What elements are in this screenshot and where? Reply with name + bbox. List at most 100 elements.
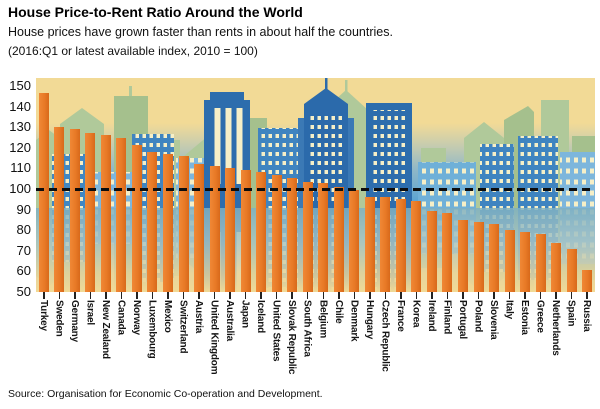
x-tick <box>43 292 45 299</box>
y-label: 140 <box>9 98 31 114</box>
x-tick <box>151 292 154 299</box>
x-label: Denmark <box>348 300 360 342</box>
y-label: 150 <box>9 78 31 93</box>
x-tick <box>462 292 464 299</box>
x-label: Czech Republic <box>379 300 391 372</box>
x-tick <box>539 292 542 299</box>
x-tick <box>213 292 216 299</box>
y-label: 110 <box>10 160 31 176</box>
bar-mexico <box>162 153 173 292</box>
y-label: 60 <box>16 263 31 279</box>
chart-units-note: (2016:Q1 or latest available index, 2010… <box>8 44 258 58</box>
bar-south-africa <box>302 181 313 292</box>
bar-czech-republic <box>380 197 391 292</box>
bar-belgium <box>318 182 329 292</box>
chart-title: House Price-to-Rent Ratio Around the Wor… <box>8 4 303 20</box>
x-label: Spain <box>565 300 577 327</box>
x-label: Italy <box>503 300 515 320</box>
x-label: Finland <box>441 300 453 335</box>
x-tick <box>229 292 231 299</box>
x-label: South Africa <box>301 300 313 357</box>
x-label: Netherlands <box>550 300 562 356</box>
bar-austria <box>194 164 205 292</box>
x-label: Russia <box>581 300 593 332</box>
x-tick <box>508 292 511 299</box>
x-tick <box>524 292 526 299</box>
x-label: Korea <box>410 300 422 328</box>
x-tick <box>58 292 61 299</box>
chart-subtitle: House prices have grown faster than rent… <box>8 25 393 39</box>
x-label: Portugal <box>457 300 468 339</box>
x-label: Slovenia <box>488 300 500 340</box>
x-tick <box>105 292 107 299</box>
x-label: Israel <box>84 300 96 325</box>
x-label: Canada <box>115 300 127 335</box>
x-label: Sweden <box>53 300 65 337</box>
bar-spain <box>566 248 577 292</box>
bar-canada <box>116 137 127 292</box>
x-label: Germany <box>68 300 80 342</box>
x-label: Luxembourg <box>146 300 158 359</box>
bar-norway <box>131 144 142 292</box>
bar-estonia <box>520 232 531 292</box>
bar-turkey <box>38 93 49 292</box>
reference-line-100 <box>36 187 595 191</box>
x-tick <box>446 292 449 299</box>
bar-united-states <box>271 174 282 292</box>
bar-australia <box>225 168 236 292</box>
x-tick <box>415 292 418 299</box>
x-label: Poland <box>472 300 484 333</box>
x-tick <box>477 292 480 299</box>
bar-israel <box>85 133 96 292</box>
x-label: Iceland <box>255 300 267 334</box>
x-label: Estonia <box>519 300 531 335</box>
x-label: Turkey <box>37 300 49 331</box>
bar-russia <box>582 270 593 292</box>
bar-new-zealand <box>100 135 111 292</box>
x-label: Chile <box>332 300 344 324</box>
x-tick <box>306 292 309 299</box>
bar-portugal <box>458 219 468 292</box>
bar-japan <box>240 170 251 292</box>
bar-france <box>395 199 406 292</box>
x-tick <box>338 292 340 299</box>
y-label: 120 <box>9 139 31 155</box>
y-label: 90 <box>16 201 31 217</box>
x-label: United States <box>270 300 282 362</box>
x-label: Ireland <box>425 300 437 332</box>
x-label: Slovak Republic <box>286 300 298 375</box>
bar-united-kingdom <box>209 166 220 292</box>
x-label: United Kingdom <box>208 300 220 375</box>
bar-italy <box>504 230 515 292</box>
bar-hungary <box>364 197 375 292</box>
x-tick <box>400 292 402 299</box>
x-tick <box>353 292 356 299</box>
x-tick <box>136 292 138 299</box>
source-note: Source: Organisation for Economic Co-ope… <box>8 388 323 400</box>
bar-iceland <box>256 171 267 292</box>
x-tick <box>74 292 76 299</box>
bar-greece <box>535 234 546 292</box>
x-label: Belgium <box>317 300 329 339</box>
bar-chile <box>333 186 344 292</box>
x-tick <box>182 292 185 299</box>
bar-denmark <box>349 190 360 292</box>
bar-slovenia <box>489 224 500 292</box>
x-tick <box>369 292 371 299</box>
x-tick <box>555 292 557 299</box>
x-tick <box>570 292 573 299</box>
x-label: Mexico <box>161 300 173 333</box>
x-tick <box>322 292 324 299</box>
x-label: Austria <box>193 300 205 334</box>
bar-poland <box>473 221 484 292</box>
bar-korea <box>411 201 422 292</box>
x-tick <box>167 292 169 299</box>
x-tick <box>384 292 387 299</box>
bar-finland <box>442 212 453 292</box>
bar-sweden <box>54 127 65 292</box>
y-label: 80 <box>16 222 31 238</box>
bar-switzerland <box>178 156 189 292</box>
x-tick <box>431 292 433 299</box>
x-label: Norway <box>130 300 142 335</box>
